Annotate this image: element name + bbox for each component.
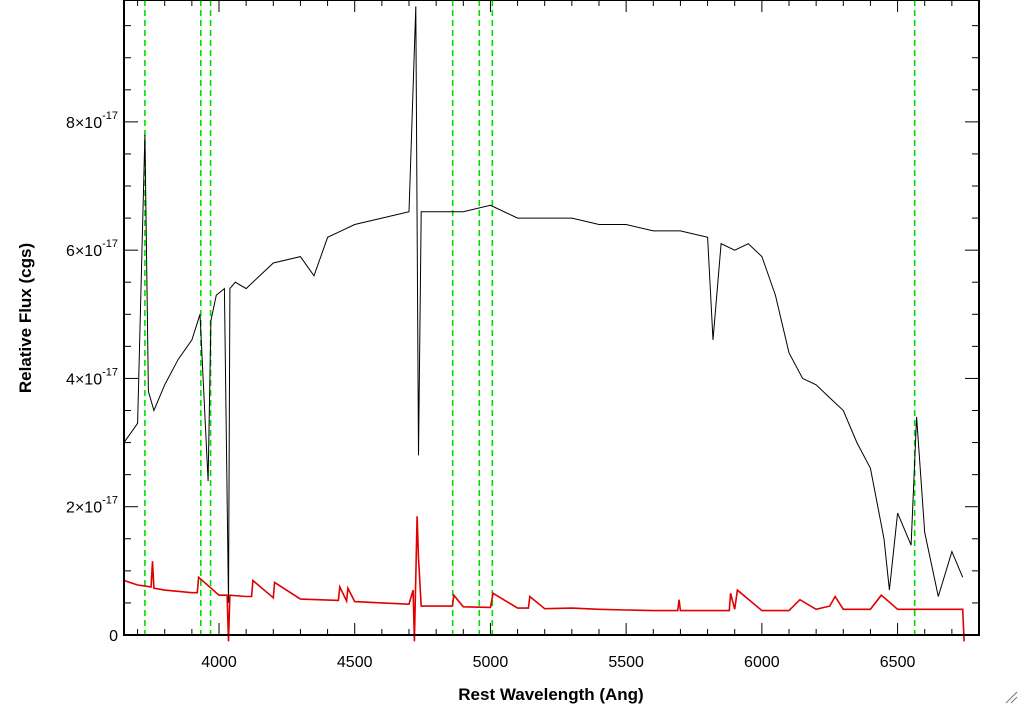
y-axis-label: Relative Flux (cgs) — [16, 243, 35, 393]
series-0-line — [123, 6, 964, 603]
y-tick-label: 2×10-17 — [66, 495, 118, 517]
x-tick-label: 5000 — [473, 654, 509, 671]
y-tick-label: 0 — [109, 628, 118, 645]
y-tick-label: 6×10-17 — [66, 238, 118, 260]
y-tick-label: 8×10-17 — [66, 110, 118, 132]
x-tick-label: 4000 — [201, 654, 237, 671]
plot-frame — [123, 0, 980, 636]
series-layer — [123, 6, 965, 642]
x-tick-label: 6000 — [744, 654, 780, 671]
x-tick-labels: 4000 4500 5000 5500 6000 6500 — [201, 654, 915, 671]
x-axis-label: Rest Wavelength (Ang) — [458, 685, 643, 704]
x-tick-label: 4500 — [337, 654, 373, 671]
x-tick-label: 6500 — [880, 654, 916, 671]
series-1-line — [123, 516, 965, 642]
emission-line-markers — [144, 0, 916, 635]
y-tick-labels: 0 2×10-17 4×10-17 6×10-17 8×10-17 — [66, 110, 118, 645]
x-tick-label: 5500 — [608, 654, 644, 671]
y-tick-label: 4×10-17 — [66, 366, 118, 388]
axis-ticks — [124, 0, 979, 636]
resize-grip-icon[interactable] — [1004, 690, 1018, 704]
